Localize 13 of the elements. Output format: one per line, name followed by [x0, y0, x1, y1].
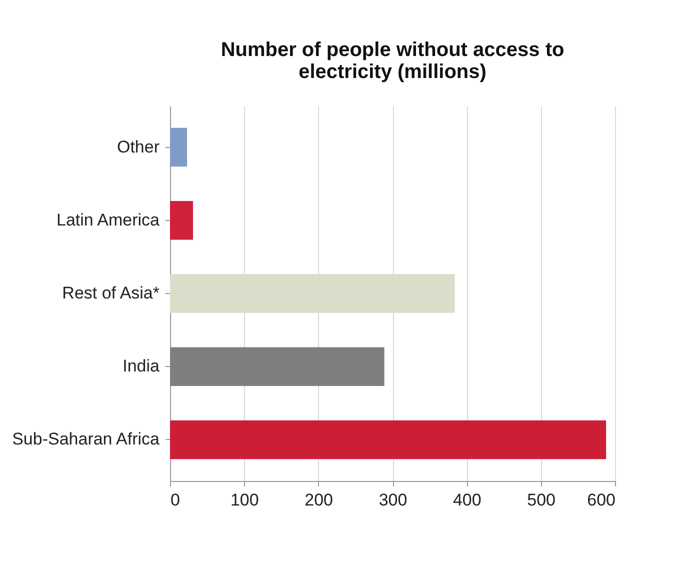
x-tick-label: 200: [304, 490, 334, 510]
y-tick-label: Sub-Saharan Africa: [12, 430, 160, 449]
x-tick-label: 0: [170, 490, 180, 510]
x-tick-label: 500: [527, 490, 556, 510]
x-tick-label: 300: [378, 490, 408, 510]
chart-title: Number of people without access to electricity (millions): [220, 39, 564, 83]
x-tick-label: 400: [452, 490, 482, 510]
y-tick-label: Other: [116, 137, 160, 156]
x-tick-label: 100: [230, 490, 259, 510]
x-tick-label: 600: [587, 490, 616, 510]
y-tick-label: Rest of Asia*: [62, 284, 160, 302]
y-tick-label: India: [122, 356, 160, 376]
y-tick-label: Latin America: [56, 210, 160, 230]
